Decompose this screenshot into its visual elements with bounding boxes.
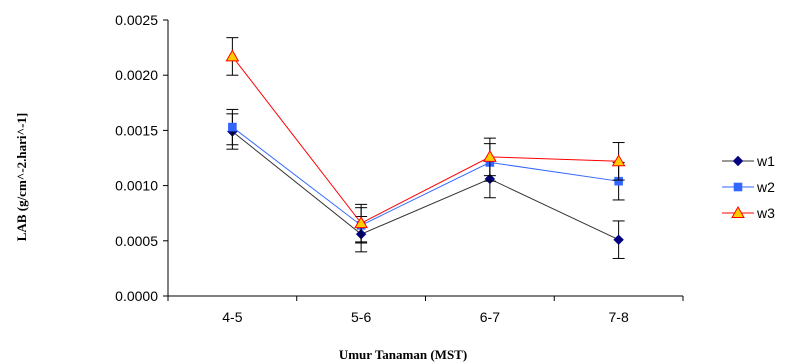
x-tick-label: 6-7 — [480, 309, 500, 325]
legend-label-w3: w3 — [756, 205, 775, 221]
w3-marker — [611, 154, 626, 167]
w1-marker — [613, 234, 624, 245]
y-tick-label: 0.0015 — [115, 122, 158, 138]
series-w2 — [226, 108, 625, 244]
w2-marker — [733, 182, 743, 192]
w3-marker — [354, 216, 368, 229]
x-tick-label: 5-6 — [351, 309, 371, 325]
y-tick-labels: 0.0000 0.0005 0.0010 0.0015 0.0020 0.0025 — [115, 12, 158, 304]
legend-item-w3: w3 — [722, 205, 775, 221]
w3-marker — [225, 49, 240, 62]
y-axis-title: LAB (g/cm^-2.hari^-1] — [14, 113, 29, 241]
legend-label-w1: w1 — [756, 153, 775, 169]
legend-item-w2: w2 — [722, 179, 775, 195]
series-layer — [225, 37, 626, 259]
series-w3 — [225, 37, 626, 243]
w1-line — [232, 131, 619, 241]
y-tick-label: 0.0010 — [115, 178, 158, 194]
y-tick-label: 0.0025 — [115, 12, 158, 28]
y-tick-label: 0.0000 — [115, 288, 158, 304]
w2-marker — [228, 122, 237, 132]
w3-line — [231, 56, 619, 224]
x-axis-title: Umur Tanaman (MST) — [339, 347, 467, 362]
legend: w1 w2 w3 — [722, 153, 775, 221]
legend-item-w1: w1 — [722, 153, 775, 169]
x-tick-labels: 4-5 5-6 6-7 7-8 — [222, 309, 629, 325]
y-tick-label: 0.0005 — [115, 233, 158, 249]
legend-label-w2: w2 — [756, 179, 775, 195]
w3-marker — [483, 149, 497, 162]
series-w1 — [226, 113, 625, 259]
w2-line — [232, 126, 619, 226]
x-tick-label: 7-8 — [609, 309, 629, 325]
x-tick-label: 4-5 — [222, 309, 242, 325]
w1-marker — [732, 155, 744, 167]
w3-marker — [731, 205, 745, 218]
chart-axes — [163, 19, 684, 301]
y-tick-label: 0.0020 — [115, 67, 158, 83]
